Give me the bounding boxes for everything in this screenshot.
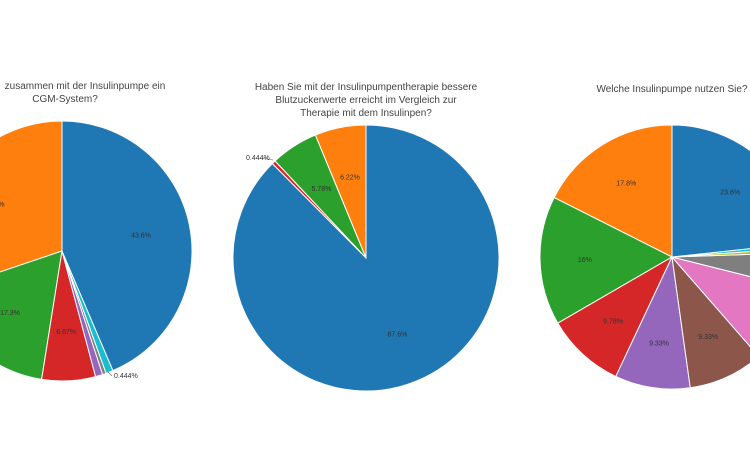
- pie-1-slice-3-label: 6.22%: [340, 175, 360, 182]
- pie-2-slice-3: [671, 253, 750, 278]
- pie-2-slice-5-label: 9.33%: [698, 334, 718, 341]
- pie-0-slice-0: [61, 120, 193, 372]
- pie-0-slice-4-label: 6.67%: [56, 329, 76, 336]
- pie-chart-blutzucker: Haben Sie mit der Insulinpumpentherapie …: [232, 82, 500, 392]
- pie-1-slice-0: [232, 124, 500, 392]
- pie-1-title-line-1: Blutzuckerwerte erreicht im Vergleich zu…: [275, 95, 457, 106]
- pie-2-slice-4: [670, 256, 750, 348]
- pie-1-title-line-2: Therapie mit dem Insulinpen?: [300, 108, 432, 119]
- pie-0-title-line-0: zusammen mit der Insulinpumpe ein: [5, 81, 166, 92]
- pie-0-slice-0-label: 43.6%: [131, 232, 151, 239]
- pie-0-slice-2-leader: [107, 371, 113, 377]
- pie-1-slice-0-label: 87.6%: [387, 332, 407, 339]
- pie-1-slice-1-label: 0.444%: [246, 155, 270, 162]
- pie-0-slice-5-label: 17.3%: [0, 310, 20, 317]
- pie-2-slice-8-label: 16%: [578, 257, 592, 264]
- pie-2-slice-9-label: 17.8%: [616, 180, 636, 187]
- pie-2-slice-0-label: 23.6%: [720, 190, 740, 197]
- pie-2-slice-0: [671, 124, 750, 258]
- pie-2-slice-9: [553, 124, 673, 258]
- pie-2-slice-8: [539, 196, 674, 324]
- pie-2-slice-7: [557, 255, 674, 378]
- pie-0-title-line-1: CGM-System?: [32, 94, 98, 105]
- pie-0-slice-6: [0, 120, 63, 273]
- pie-1-slice-2-label: 5.78%: [311, 186, 331, 193]
- pie-2-slice-6-label: 9.33%: [649, 341, 669, 348]
- pie-2-slice-7-label: 9.78%: [603, 319, 623, 326]
- pie-2-title-line-0: Welche Insulinpumpe nutzen Sie?: [596, 84, 747, 95]
- pie-0-slice-2-label: 0.444%: [114, 373, 138, 380]
- pie-chart-insulinpumpe: Welche Insulinpumpe nutzen Sie? 23.6% 9.3…: [539, 84, 750, 390]
- pie-chart-cgm: zusammen mit der Insulinpumpe ein CGM-Sy…: [0, 81, 193, 382]
- pie-2-slice-5: [671, 255, 750, 389]
- pie-1-slice-1-leader: [261, 157, 274, 161]
- pie-1-title-line-0: Haben Sie mit der Insulinpumpentherapie …: [255, 82, 478, 93]
- pie-0-slice-6-label: 1.1%: [0, 202, 4, 209]
